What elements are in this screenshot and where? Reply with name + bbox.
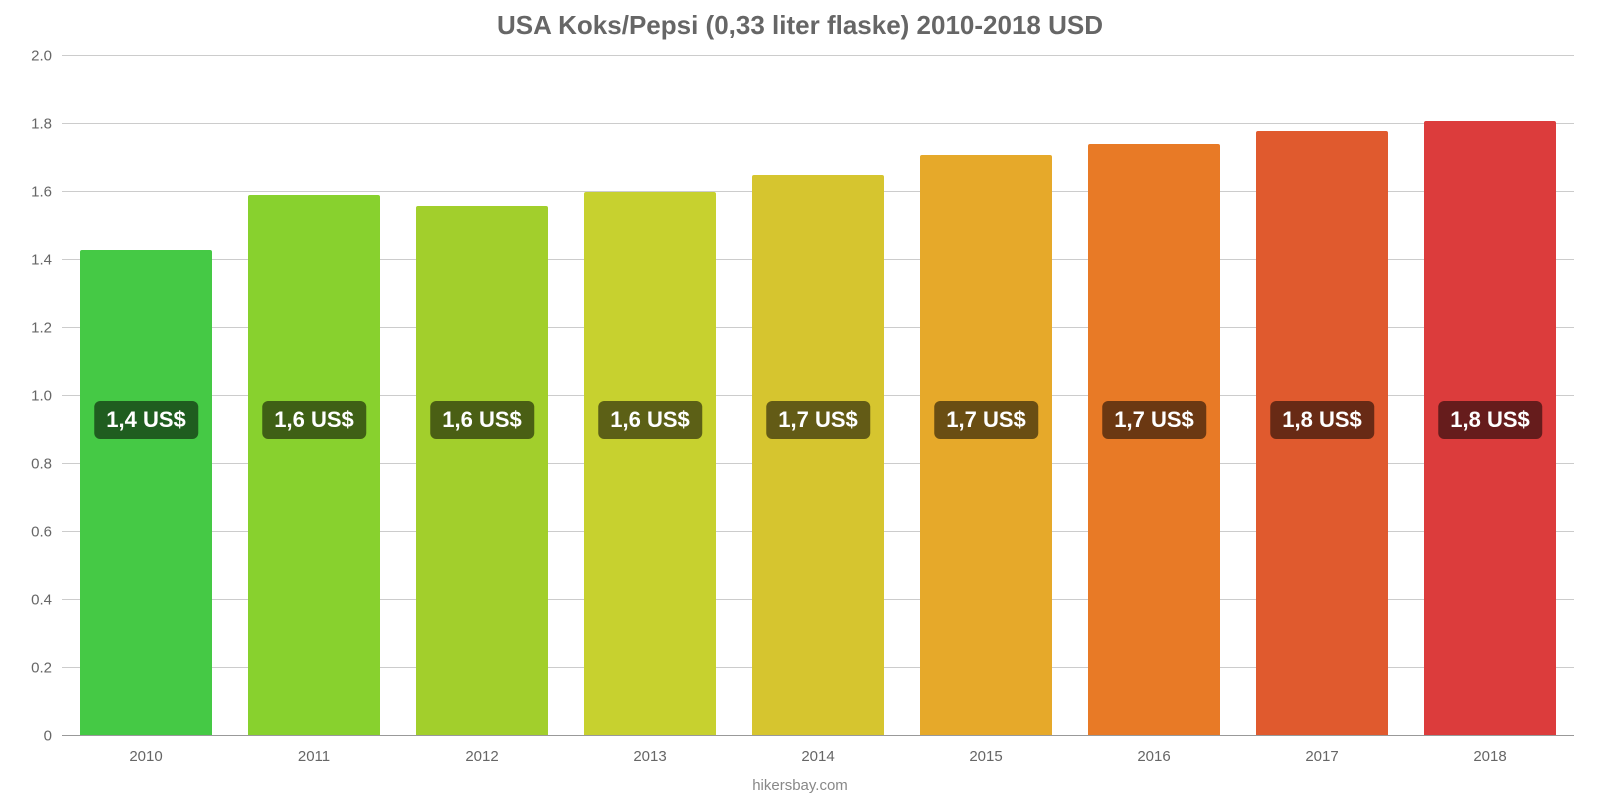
bar-slot: 1,6 US$2013 xyxy=(566,56,734,736)
plot-area: 00.20.40.60.81.01.21.41.61.82.0 1,4 US$2… xyxy=(62,56,1574,736)
x-tick-label: 2016 xyxy=(1137,748,1170,765)
bar-value-badge: 1,6 US$ xyxy=(430,401,534,439)
bar xyxy=(248,195,379,736)
bar-value-badge: 1,7 US$ xyxy=(934,401,1038,439)
x-tick-label: 2018 xyxy=(1473,748,1506,765)
bar-value-badge: 1,6 US$ xyxy=(598,401,702,439)
chart-title: USA Koks/Pepsi (0,33 liter flaske) 2010-… xyxy=(0,10,1600,41)
y-tick-label: 1.0 xyxy=(31,388,52,405)
bar-slot: 1,6 US$2011 xyxy=(230,56,398,736)
bar-slot: 1,6 US$2012 xyxy=(398,56,566,736)
bar-slot: 1,7 US$2015 xyxy=(902,56,1070,736)
bar-value-badge: 1,4 US$ xyxy=(94,401,198,439)
y-tick-label: 1.4 xyxy=(31,252,52,269)
bar xyxy=(920,155,1051,736)
x-tick-label: 2014 xyxy=(801,748,834,765)
y-tick-label: 1.6 xyxy=(31,184,52,201)
y-tick-label: 2.0 xyxy=(31,48,52,65)
y-tick-label: 1.8 xyxy=(31,116,52,133)
x-tick-label: 2010 xyxy=(129,748,162,765)
x-tick-label: 2013 xyxy=(633,748,666,765)
x-tick-label: 2011 xyxy=(298,748,330,765)
x-tick-label: 2012 xyxy=(465,748,498,765)
y-tick-label: 0 xyxy=(44,728,52,745)
bar xyxy=(80,250,211,736)
bar-value-badge: 1,8 US$ xyxy=(1438,401,1542,439)
y-tick-label: 0.6 xyxy=(31,524,52,541)
bar-slot: 1,8 US$2018 xyxy=(1406,56,1574,736)
bars-group: 1,4 US$20101,6 US$20111,6 US$20121,6 US$… xyxy=(62,56,1574,736)
bar-slot: 1,4 US$2010 xyxy=(62,56,230,736)
bar xyxy=(584,192,715,736)
bar xyxy=(416,206,547,736)
x-axis xyxy=(62,735,1574,736)
y-tick-label: 0.8 xyxy=(31,456,52,473)
bar-value-badge: 1,8 US$ xyxy=(1270,401,1374,439)
y-tick-label: 0.2 xyxy=(31,660,52,677)
bar-slot: 1,7 US$2016 xyxy=(1070,56,1238,736)
x-tick-label: 2017 xyxy=(1305,748,1338,765)
bar-value-badge: 1,6 US$ xyxy=(262,401,366,439)
chart-footer: hikersbay.com xyxy=(0,777,1600,794)
bar-slot: 1,8 US$2017 xyxy=(1238,56,1406,736)
chart-container: USA Koks/Pepsi (0,33 liter flaske) 2010-… xyxy=(0,0,1600,800)
bar xyxy=(1088,144,1219,736)
y-tick-label: 1.2 xyxy=(31,320,52,337)
x-tick-label: 2015 xyxy=(969,748,1002,765)
bar xyxy=(752,175,883,736)
bar-value-badge: 1,7 US$ xyxy=(1102,401,1206,439)
bar-slot: 1,7 US$2014 xyxy=(734,56,902,736)
y-tick-label: 0.4 xyxy=(31,592,52,609)
bar-value-badge: 1,7 US$ xyxy=(766,401,870,439)
